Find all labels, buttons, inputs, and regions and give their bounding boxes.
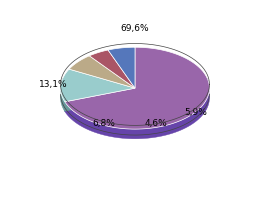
Polygon shape	[89, 50, 135, 88]
Polygon shape	[60, 78, 65, 111]
Polygon shape	[65, 88, 135, 111]
Text: 6,8%: 6,8%	[92, 119, 115, 128]
Polygon shape	[60, 69, 135, 102]
Polygon shape	[65, 88, 135, 111]
Text: 69,6%: 69,6%	[121, 24, 149, 33]
Polygon shape	[69, 56, 135, 88]
Polygon shape	[108, 47, 135, 88]
Text: 4,6%: 4,6%	[144, 119, 167, 128]
Text: 5,9%: 5,9%	[185, 108, 207, 117]
Text: 13,1%: 13,1%	[39, 80, 68, 89]
Polygon shape	[65, 78, 210, 139]
Polygon shape	[65, 47, 210, 129]
